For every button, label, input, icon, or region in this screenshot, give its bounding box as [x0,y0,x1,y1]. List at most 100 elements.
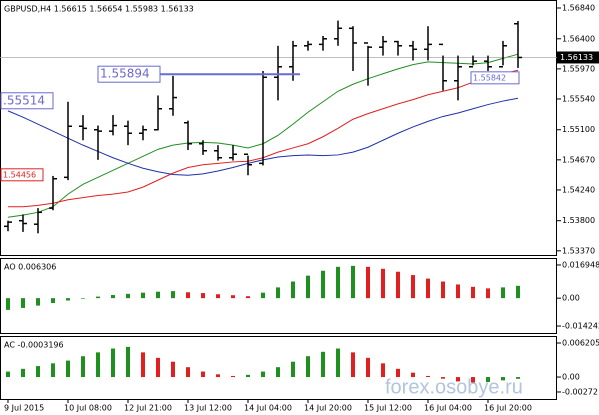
oscillator-bar [216,374,220,378]
oscillator-bar [366,266,370,299]
oscillator-bar [411,372,415,378]
oscillator-bar [246,374,250,378]
oscillator-bar [486,377,490,382]
oscillator-bar [411,275,415,299]
oscillator-bar [186,292,190,299]
oscillator-bar [441,281,445,299]
level-box [0,92,54,110]
oscillator-bar [246,296,250,299]
y-tick-label: 1.54670 [562,155,595,164]
oscillator-bar [441,377,445,379]
oscillator-bar [6,298,10,310]
oscillator-bar [276,367,280,378]
y-tick-label: 1.54240 [562,185,595,194]
oscillator-bar [351,265,355,299]
y-tick-label: 0.016948 [562,260,599,269]
y-tick-label: 1.53370 [562,246,595,255]
oscillator-bar [471,377,475,383]
oscillator-bar [6,371,10,378]
last-price-label: 1.56133 [560,53,593,62]
oscillator-bar [96,352,100,378]
oscillator-bar [486,288,490,299]
oscillator-bar [111,348,115,378]
oscillator-bar [321,351,325,378]
oscillator-bar [381,363,385,378]
y-tick-label: 1.55100 [562,125,595,134]
oscillator-bar [186,367,190,378]
oscillator-bar [66,360,70,378]
y-tick-label: 1.55970 [562,64,595,73]
oscillator-bar [501,377,505,381]
y-tick-label: 1.56840 [562,3,595,12]
oscillator-bar [396,271,400,299]
panel-title: GBPUSD,H4 1.56615 1.56654 1.55983 1.5613… [4,5,194,14]
oscillator-bar [216,294,220,299]
level-label: .55514 [3,93,45,107]
oscillator-bar [156,357,160,378]
ac-panel-frame [0,336,557,400]
y-tick-label: 0.00 [562,294,580,303]
oscillator-bar [96,296,100,299]
x-tick-label: 9 Jul 2015 [4,404,44,413]
oscillator-bar [516,285,520,299]
y-tick-label: -0.00272 [562,387,598,396]
x-tick-label: 16 Jul 20:00 [484,404,532,413]
oscillator-bar [381,268,385,299]
oscillator-bar [126,293,130,299]
x-tick-label: 13 Jul 12:00 [184,404,232,413]
oscillator-bar [171,361,175,378]
panel-title: AO 0.006306 [4,263,56,272]
oscillator-bar [291,361,295,378]
oscillator-bar [81,356,85,378]
level-box [470,71,520,85]
x-tick-label: 12 Jul 21:00 [124,404,172,413]
oscillator-bar [51,298,55,304]
oscillator-bar [336,266,340,299]
oscillator-bar [261,371,265,378]
oscillator-bar [201,293,205,299]
x-tick-label: 10 Jul 08:00 [64,404,112,413]
oscillator-bar [51,363,55,378]
oscillator-bar [36,298,40,306]
x-tick-label: 14 Jul 20:00 [304,404,352,413]
oscillator-bar [231,375,235,378]
oscillator-bar [231,295,235,299]
ao-panel-frame [0,258,557,334]
oscillator-bar [366,357,370,378]
oscillator-bar [291,281,295,299]
y-tick-label: 1.56400 [562,34,595,43]
y-tick-label: 0.006205 [562,339,599,348]
oscillator-bar [66,298,70,301]
level-label: 1.55842 [473,73,506,82]
oscillator-bar [456,377,460,382]
y-tick-label: 0.00 [562,373,580,382]
oscillator-bar [81,298,85,299]
oscillator-bar [201,371,205,378]
oscillator-bar [36,366,40,378]
oscillator-bar [351,352,355,378]
oscillator-bar [501,287,505,299]
oscillator-bar [471,286,475,299]
oscillator-bar [156,291,160,299]
oscillator-bar [426,375,430,378]
level-label: 1.55894 [100,67,150,81]
oscillator-bar [426,278,430,299]
level-box [0,168,44,182]
oscillator-bar [141,352,145,378]
level-box [97,65,161,83]
y-tick-label: 1.53800 [562,216,595,225]
oscillator-bar [171,291,175,299]
oscillator-bar [126,346,130,378]
oscillator-bar [276,287,280,299]
oscillator-bar [306,356,310,378]
oscillator-bar [456,284,460,299]
x-tick-label: 15 Jul 12:00 [364,404,412,413]
watermark: forex.osobye.ru [385,376,523,398]
x-tick-label: 16 Jul 04:00 [424,404,472,413]
oscillator-bar [336,348,340,378]
oscillator-bar [141,292,145,299]
oscillator-bar [21,298,25,308]
oscillator-bar [516,377,520,379]
price-panel-frame [0,0,557,256]
